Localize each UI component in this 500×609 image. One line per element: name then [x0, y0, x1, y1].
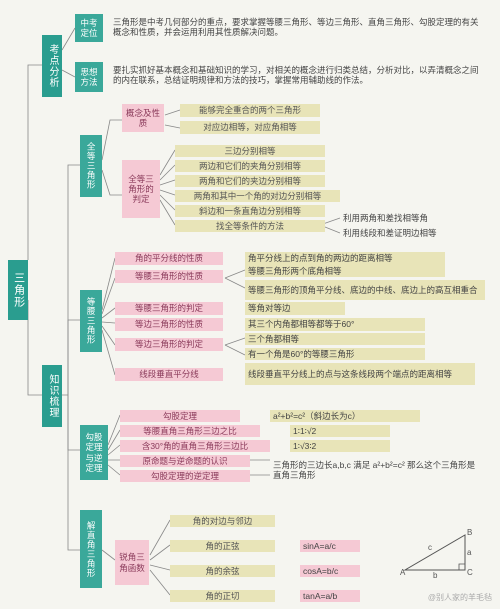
gg-1: 等腰直角三角形三边之比: [120, 425, 260, 437]
panding-1: 两边和它们的夹角分别相等: [175, 160, 325, 172]
gg-0: 勾股定理: [120, 410, 240, 422]
panding-label: 全等三角形的判定: [122, 160, 160, 218]
quandeng-label: 全等三角形: [80, 135, 102, 197]
gainian-label: 概念及性质: [122, 104, 164, 132]
rj-2-n: cosA=b/c: [300, 565, 360, 577]
rj-1: 角的正弦: [170, 540, 275, 552]
gg-4-n: 三角形的三边长a,b,c 满足 a²+b²=c² 那么这个三角形是直角三角形: [270, 455, 480, 485]
dy-5: 线段垂直平分线: [115, 368, 223, 381]
gg-4: 勾股定理的逆定理: [120, 470, 250, 482]
l1-zhishi: 知识梳理: [42, 365, 62, 427]
dy-0: 角的平分线的性质: [115, 252, 223, 265]
gg-1-n: 1∶1∶√2: [290, 425, 390, 437]
dy-2-note: 等角对等边: [245, 302, 345, 315]
rj-3: 角的正切: [170, 590, 275, 602]
rj-2: 角的余弦: [170, 565, 275, 577]
zhaodeng-1: 利用线段和差证明边相等: [340, 227, 480, 239]
l1-kaodian: 考点分析: [42, 35, 62, 97]
tri-b: b: [433, 571, 438, 580]
zhongkao-text: 三角形是中考几何部分的重点，要求掌握等腰三角形、等边三角形、直角三角形、勾股定理…: [110, 12, 488, 42]
dy-1a: 等腰三角形两个底角相等: [245, 265, 445, 277]
gg-0-n: a²+b²=c²（斜边长为c）: [270, 410, 420, 422]
gainian-item-0: 能够完全重合的两个三角形: [180, 104, 320, 117]
panding-4: 斜边和一条直角边分别相等: [175, 205, 325, 217]
zhaodeng-0: 利用两角和差找相等角: [340, 212, 480, 224]
dengyao-label: 等腰三角形: [80, 290, 102, 352]
tri-C: C: [467, 568, 473, 577]
dy-5-note: 线段垂直平分线上的点与这条线段两个端点的距离相等: [245, 363, 475, 385]
dy-4b: 有一个角是60°的等腰三角形: [245, 348, 425, 360]
ruijiao-label: 锐角三角函数: [115, 540, 149, 585]
watermark: @别人家的羊毛毡: [428, 592, 492, 603]
gougu-label: 勾股定理与逆定理: [80, 425, 108, 480]
jiezhi-label: 解直角三角形: [80, 510, 102, 588]
panding-3: 两角和其中一个角的对边分别相等: [175, 190, 340, 202]
rj-0: 角的对边与邻边: [170, 515, 275, 527]
sixiang-text: 要扎实抓好基本概念和基础知识的学习，对相关的概念进行归类总结，分析对比，以弄清概…: [110, 55, 488, 95]
root-node: 三角形: [8, 260, 28, 320]
dy-2: 等腰三角形的判定: [115, 302, 223, 315]
gg-3: 原命题与逆命题的认识: [120, 455, 250, 467]
panding-2: 两角和它们的夹边分别相等: [175, 175, 325, 187]
tri-B: B: [467, 528, 472, 537]
rj-3-n: tanA=a/b: [300, 590, 360, 602]
dy-4a: 三个角都相等: [245, 333, 425, 345]
triangle-figure: A C B a b c: [395, 525, 475, 580]
tri-a: a: [467, 548, 472, 557]
dy-1: 等腰三角形的性质: [115, 270, 223, 283]
dy-4: 等边三角形的判定: [115, 338, 223, 351]
dy-3a: 其三个内角都相等都等于60°: [245, 318, 425, 331]
tri-c: c: [428, 543, 432, 552]
gg-2: 含30°角的直角三角形三边比: [120, 440, 270, 452]
dy-1b: 等腰三角形的顶角平分线、底边的中线、底边上的高互相重合: [245, 280, 485, 300]
rj-1-n: sinA=a/c: [300, 540, 360, 552]
panding-0: 三边分别相等: [175, 145, 325, 157]
zhongkao-label: 中考定位: [75, 14, 103, 42]
gg-2-n: 1∶√3∶2: [290, 440, 390, 452]
tri-A: A: [400, 568, 406, 577]
dy-3: 等边三角形的性质: [115, 318, 223, 331]
gainian-item-1: 对应边相等，对应角相等: [180, 121, 320, 134]
dy-0-note: 角平分线上的点到角的两边的距离相等: [245, 252, 445, 265]
panding-5: 找全等条件的方法: [175, 220, 325, 232]
sixiang-label: 思想方法: [75, 62, 103, 92]
